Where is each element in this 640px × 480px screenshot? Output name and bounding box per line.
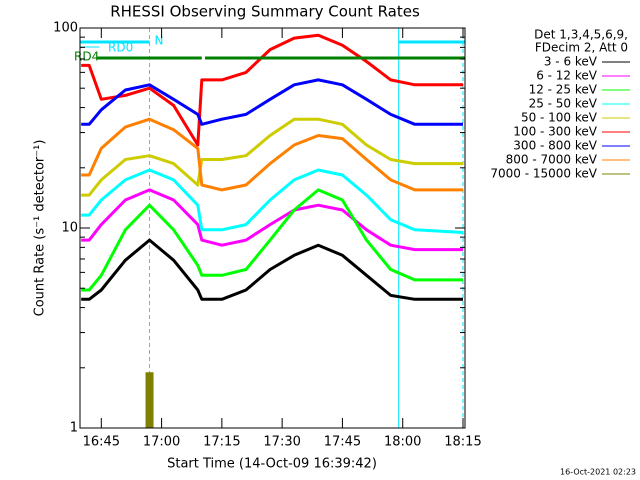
x-tick-label: 17:45 [324,435,361,450]
x-tick-label: 16:45 [83,435,120,450]
legend-label: 800 - 7000 keV [506,153,598,167]
x-tick-label: 17:30 [263,435,300,450]
x-tick-label: 18:00 [384,435,421,450]
chart-title: RHESSI Observing Summary Count Rates [110,3,420,21]
legend-label: 100 - 300 keV [513,125,597,139]
series-line [81,188,463,252]
series-line [81,188,463,292]
legend-label: 50 - 100 keV [521,111,598,125]
x-tick-label: 18:15 [444,435,481,450]
x-axis-label: Start Time (14-Oct-09 16:39:42) [167,457,377,472]
y-tick-label: 100 [53,21,78,36]
series-line [81,168,464,234]
flag-label: RD0 [108,41,133,55]
series-line [81,238,463,301]
legend-label: 25 - 50 keV [529,97,598,111]
series-line [81,33,463,147]
x-tick-label: 17:00 [143,435,180,450]
flag-label: N [155,34,164,48]
series-line [81,78,463,126]
x-tick-label: 17:15 [203,435,240,450]
series-line [81,117,463,197]
series-line [81,117,463,192]
legend-label: 300 - 800 keV [513,139,597,153]
footer: 16-Oct-2021 02:23 [560,468,636,477]
legend-label: 3 - 6 keV [544,55,598,69]
y-tick-label: 10 [61,221,78,236]
legend-title: Det 1,3,4,5,6,9, [534,28,628,42]
legend-label: 7000 - 15000 keV [490,167,597,181]
y-axis-label: Count Rate (s⁻¹ detector⁻¹) [33,140,48,317]
legend-label: 12 - 25 keV [529,83,598,97]
series-mark [145,372,154,428]
y-tick-label: 1 [70,421,78,436]
flag-label: RD4 [74,50,99,64]
legend-title: FDecim 2, Att 0 [535,41,628,55]
legend-label: 6 - 12 keV [536,69,598,83]
